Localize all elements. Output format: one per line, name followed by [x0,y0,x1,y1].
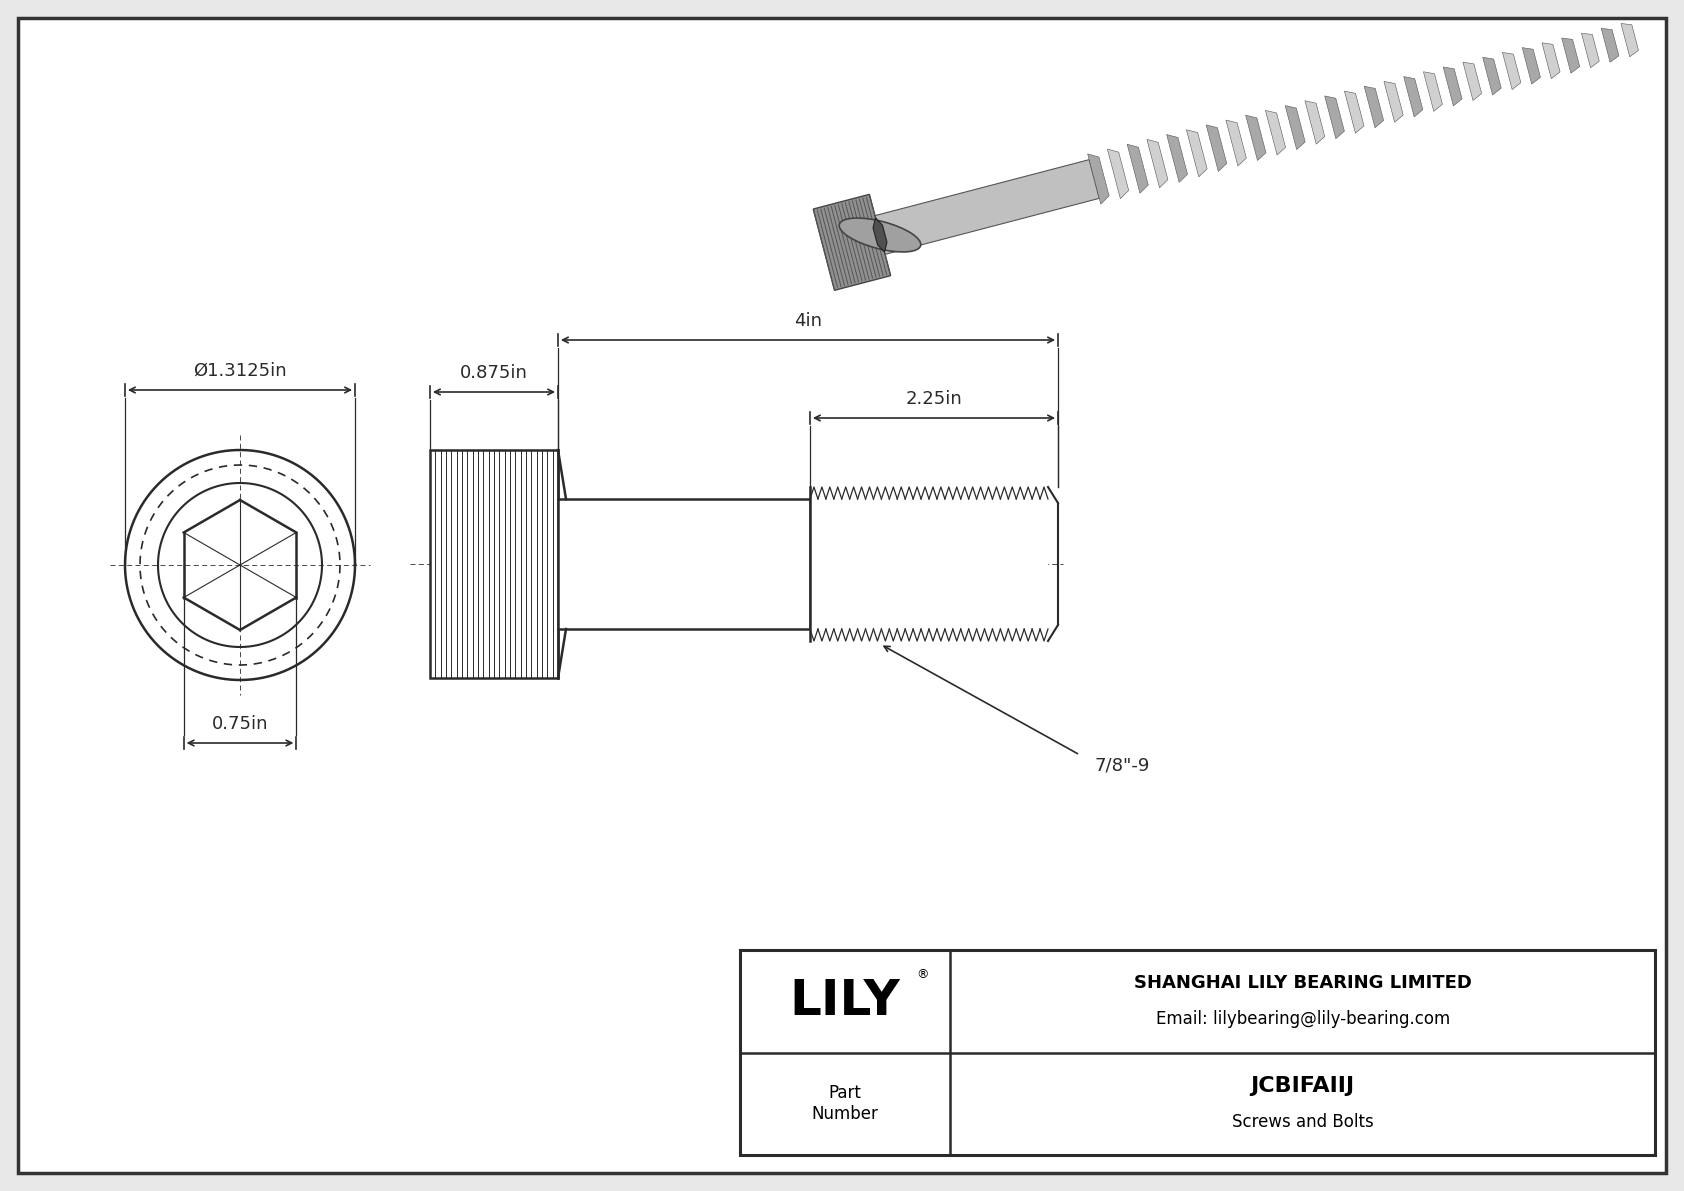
Polygon shape [1404,76,1423,117]
Text: 2.25in: 2.25in [906,389,962,409]
Polygon shape [1088,154,1110,204]
Text: Part
Number: Part Number [812,1084,879,1123]
Polygon shape [1285,106,1305,150]
Polygon shape [1543,43,1559,79]
Text: 7/8"-9: 7/8"-9 [1095,756,1150,774]
Text: SHANGHAI LILY BEARING LIMITED: SHANGHAI LILY BEARING LIMITED [1133,974,1472,992]
Polygon shape [1581,33,1600,68]
Text: Screws and Bolts: Screws and Bolts [1233,1112,1374,1130]
Text: 0.875in: 0.875in [460,364,529,382]
Text: ®: ® [916,968,928,981]
Polygon shape [813,194,891,291]
Polygon shape [1443,67,1462,106]
Polygon shape [1622,24,1639,57]
Polygon shape [1147,139,1169,188]
Ellipse shape [839,218,921,252]
Polygon shape [1502,52,1521,89]
Polygon shape [1364,86,1384,127]
Polygon shape [1226,120,1246,166]
Text: LILY: LILY [790,978,901,1025]
Polygon shape [1127,144,1148,193]
Bar [557,499,810,629]
Bar [739,950,1655,1155]
Polygon shape [872,218,887,252]
Polygon shape [1423,71,1443,112]
Polygon shape [1325,96,1344,138]
Text: Ø1.3125in: Ø1.3125in [194,362,286,380]
Polygon shape [1384,81,1403,123]
Polygon shape [1206,125,1226,172]
Polygon shape [1108,149,1128,199]
Text: 0.75in: 0.75in [212,715,268,732]
Polygon shape [876,160,1100,255]
Polygon shape [1522,48,1541,85]
Text: 4in: 4in [793,312,822,330]
Polygon shape [1601,29,1618,62]
Polygon shape [1482,57,1500,95]
Text: Email: lilybearing@lily-bearing.com: Email: lilybearing@lily-bearing.com [1155,1010,1450,1028]
Polygon shape [1187,130,1207,177]
Polygon shape [1344,91,1364,133]
Bar [429,450,557,678]
Polygon shape [1167,135,1187,182]
Polygon shape [1561,38,1580,73]
Text: JCBIFAIIJ: JCBIFAIIJ [1251,1075,1356,1096]
Polygon shape [1305,101,1325,144]
Bar [810,487,1047,641]
Polygon shape [1265,111,1285,155]
Polygon shape [1463,62,1482,100]
Polygon shape [1246,116,1266,161]
